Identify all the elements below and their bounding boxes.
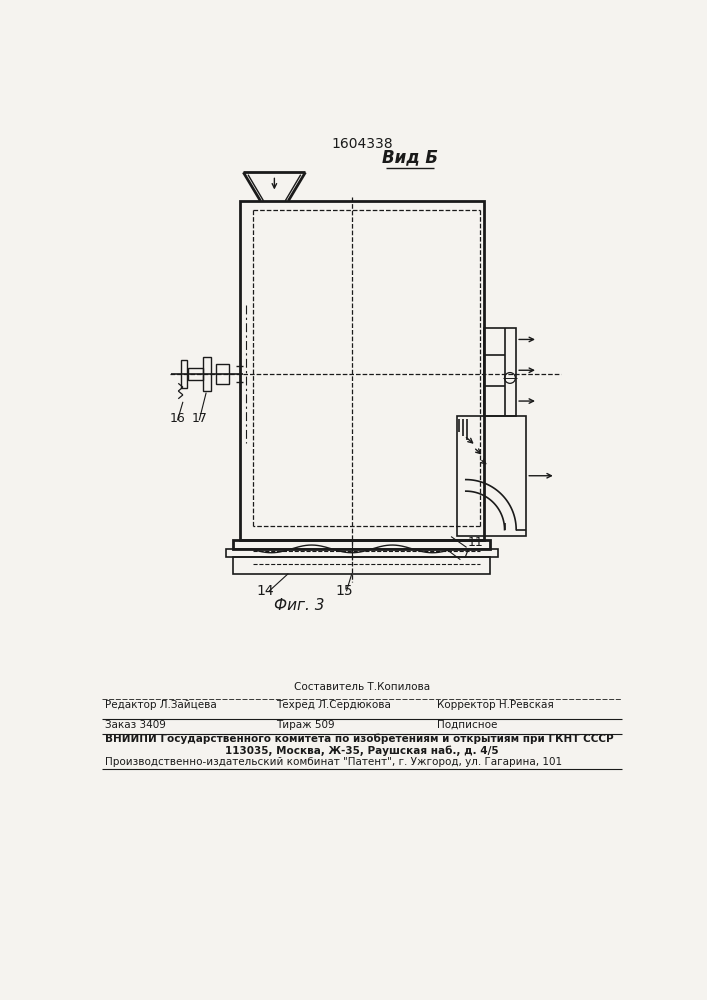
Text: 7: 7 <box>462 548 470 561</box>
Text: 17: 17 <box>192 412 207 425</box>
Text: Корректор Н.Ревская: Корректор Н.Ревская <box>437 700 554 710</box>
Bar <box>180 360 187 388</box>
Bar <box>484 328 516 416</box>
Text: 11: 11 <box>468 536 484 549</box>
Text: Тираж 509: Тираж 509 <box>276 720 334 730</box>
Text: Составитель Т.Копилова: Составитель Т.Копилова <box>294 682 430 692</box>
Text: ВНИИПИ Государственного комитета по изобретениям и открытиям при ГКНТ СССР: ВНИИПИ Государственного комитета по изоб… <box>105 734 614 744</box>
Text: 113035, Москва, Ж-35, Раушская наб., д. 4/5: 113035, Москва, Ж-35, Раушская наб., д. … <box>225 746 498 756</box>
Text: Заказ 3409: Заказ 3409 <box>105 720 166 730</box>
Text: 14: 14 <box>256 584 274 598</box>
Bar <box>187 368 203 380</box>
Text: 16: 16 <box>170 412 185 425</box>
Bar <box>226 549 498 557</box>
Bar <box>203 357 211 391</box>
Text: Производственно-издательский комбинат "Патент", г. Ужгород, ул. Гагарина, 101: Производственно-издательский комбинат "П… <box>105 757 563 767</box>
Text: Подписное: Подписное <box>437 720 498 730</box>
Text: Вид Б: Вид Б <box>382 148 438 166</box>
Text: 1604338: 1604338 <box>331 137 393 151</box>
Bar <box>457 416 526 536</box>
Text: 15: 15 <box>335 584 353 598</box>
Bar <box>216 364 228 384</box>
Text: Техред Л.Сердюкова: Техред Л.Сердюкова <box>276 700 391 710</box>
Text: Редактор Л.Зайцева: Редактор Л.Зайцева <box>105 700 217 710</box>
Text: Фиг. 3: Фиг. 3 <box>274 598 325 613</box>
Bar <box>233 540 490 549</box>
Bar <box>233 557 490 574</box>
Bar <box>240 201 484 540</box>
